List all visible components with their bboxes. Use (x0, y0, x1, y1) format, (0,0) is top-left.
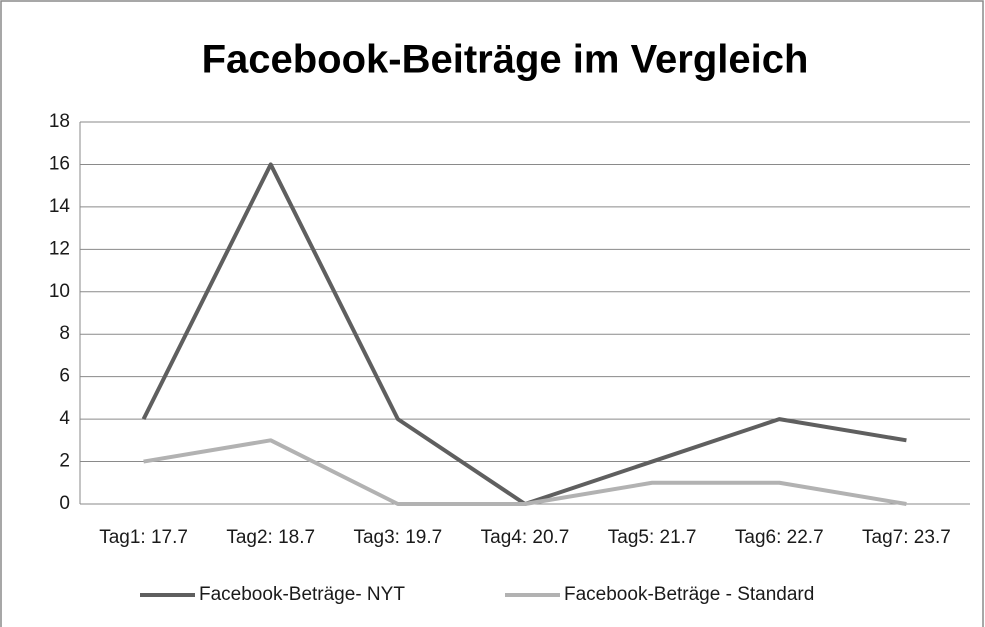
chart-title: Facebook-Beiträge im Vergleich (202, 38, 809, 82)
x-tick-label: Tag3: 19.7 (353, 527, 442, 548)
x-tick-label: Tag4: 20.7 (481, 527, 570, 548)
x-tick-label: Tag5: 21.7 (608, 527, 697, 548)
y-tick-label: 10 (49, 281, 70, 302)
y-tick-label: 12 (49, 238, 70, 259)
y-tick-label: 16 (49, 153, 70, 174)
legend-label: Facebook-Beträge - Standard (564, 584, 814, 605)
x-tick-label: Tag1: 17.7 (99, 527, 188, 548)
x-tick-label: Tag2: 18.7 (226, 527, 315, 548)
y-tick-label: 18 (49, 111, 70, 132)
data-line (143, 438, 907, 506)
x-tick-label: Tag6: 22.7 (735, 527, 824, 548)
y-tick-label: 4 (59, 408, 70, 429)
y-tick-label: 14 (49, 196, 71, 217)
legend-label: Facebook-Beträge- NYT (199, 584, 405, 605)
x-tick-label: Tag7: 23.7 (862, 527, 951, 548)
y-tick-label: 2 (59, 451, 70, 472)
y-tick-label: 8 (59, 323, 70, 344)
y-tick-label: 0 (59, 493, 70, 514)
y-tick-label: 6 (59, 366, 70, 387)
